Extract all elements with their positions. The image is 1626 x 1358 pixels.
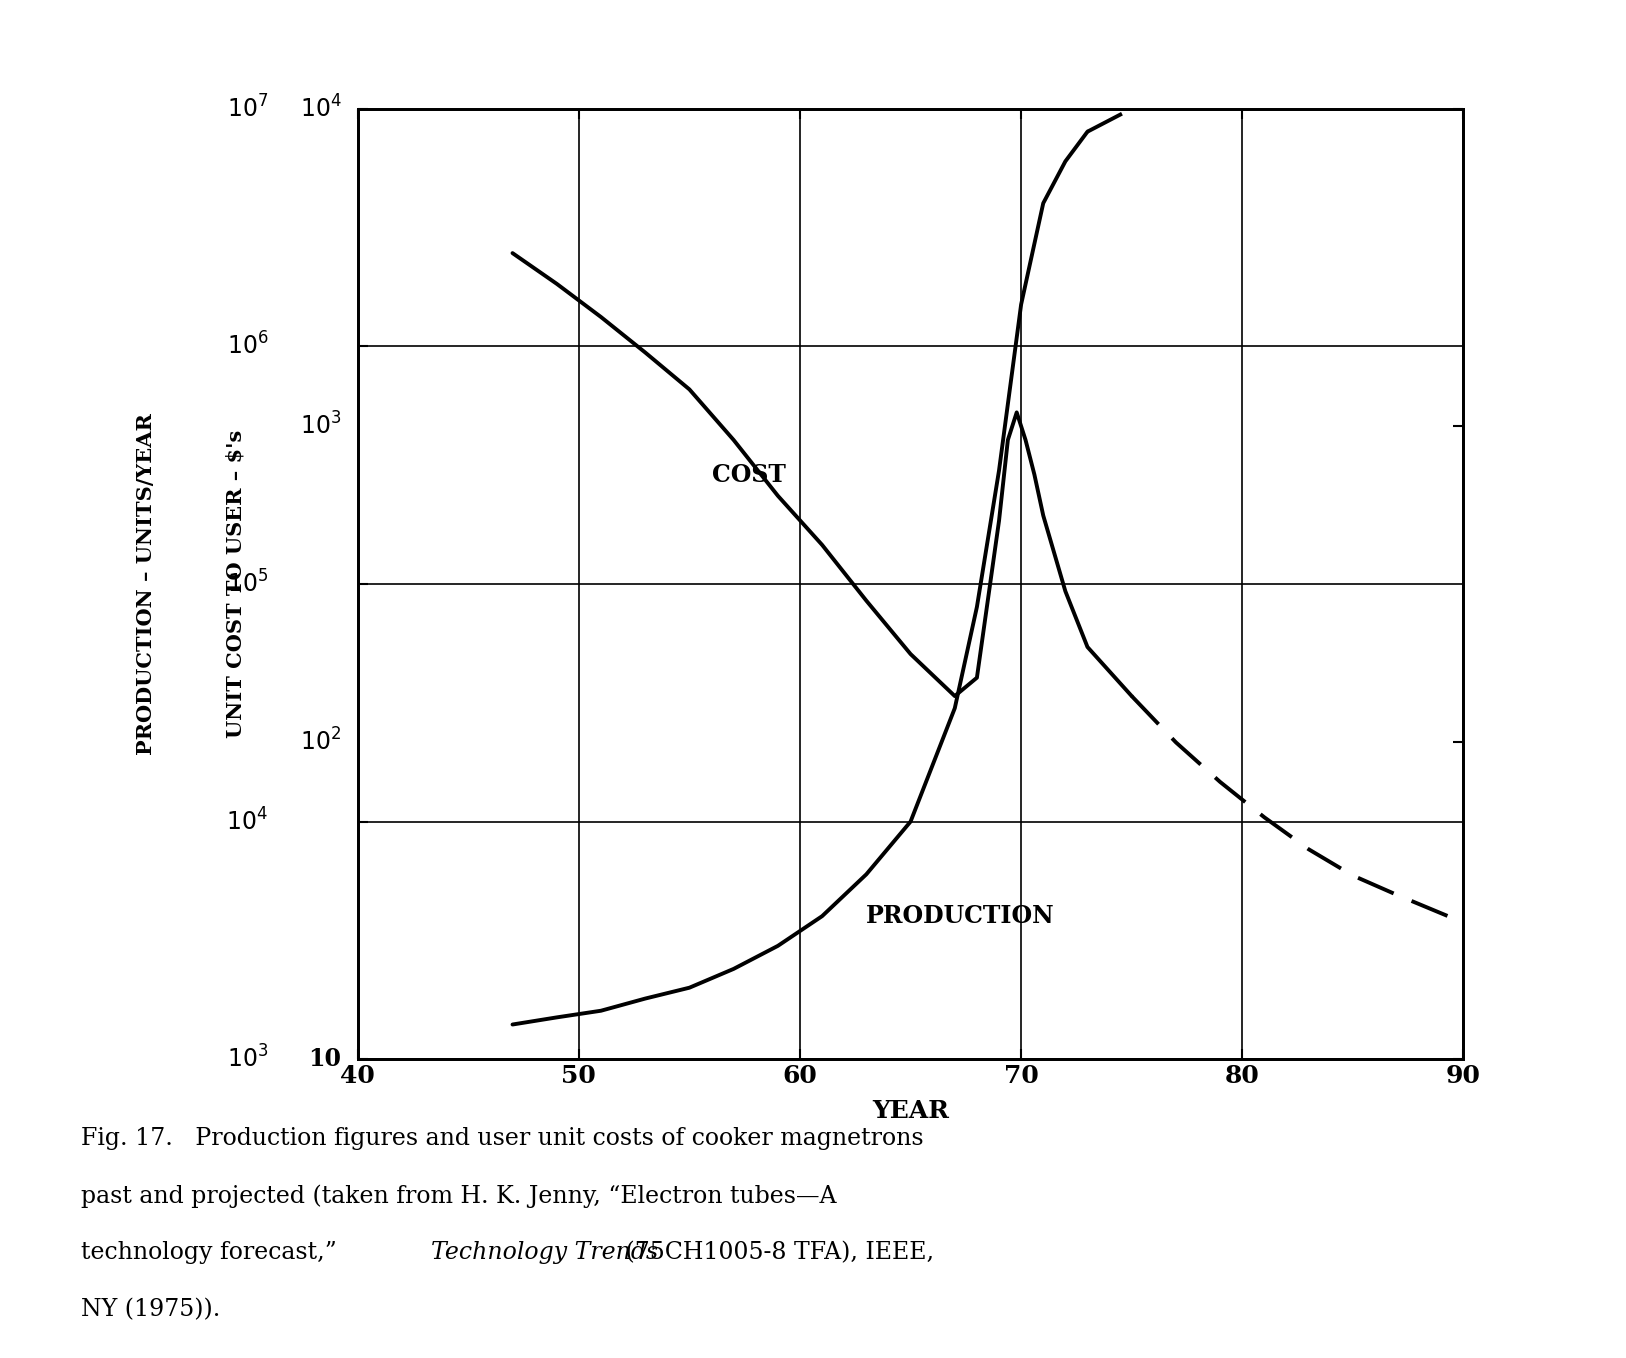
Text: technology forecast,”: technology forecast,” (81, 1241, 345, 1264)
Text: COST: COST (712, 463, 785, 486)
Text: $10^3$: $10^3$ (301, 411, 341, 439)
Text: $10^3$: $10^3$ (228, 1046, 268, 1073)
Text: $10^4$: $10^4$ (299, 95, 341, 122)
Text: (75CH1005-8 TFA), IEEE,: (75CH1005-8 TFA), IEEE, (618, 1241, 933, 1264)
Text: $10^2$: $10^2$ (301, 729, 341, 756)
Text: Fig. 17.   Production figures and user unit costs of cooker magnetrons: Fig. 17. Production figures and user uni… (81, 1127, 924, 1150)
Text: $10^5$: $10^5$ (228, 570, 268, 598)
Text: $10^6$: $10^6$ (226, 333, 268, 360)
Text: $10^4$: $10^4$ (226, 808, 268, 835)
Text: 10: 10 (309, 1047, 341, 1071)
Text: UNIT COST TO USER – $'s: UNIT COST TO USER – $'s (226, 430, 246, 737)
Text: $10^7$: $10^7$ (228, 95, 268, 122)
X-axis label: YEAR: YEAR (872, 1099, 950, 1123)
Text: past and projected (taken from H. K. Jenny, “Electron tubes—A: past and projected (taken from H. K. Jen… (81, 1184, 837, 1207)
Text: Technology Trends: Technology Trends (431, 1241, 659, 1264)
Text: PRODUCTION: PRODUCTION (867, 904, 1055, 928)
Text: NY (1975)).: NY (1975)). (81, 1298, 221, 1321)
Text: PRODUCTION – UNITS/YEAR: PRODUCTION – UNITS/YEAR (137, 413, 156, 755)
